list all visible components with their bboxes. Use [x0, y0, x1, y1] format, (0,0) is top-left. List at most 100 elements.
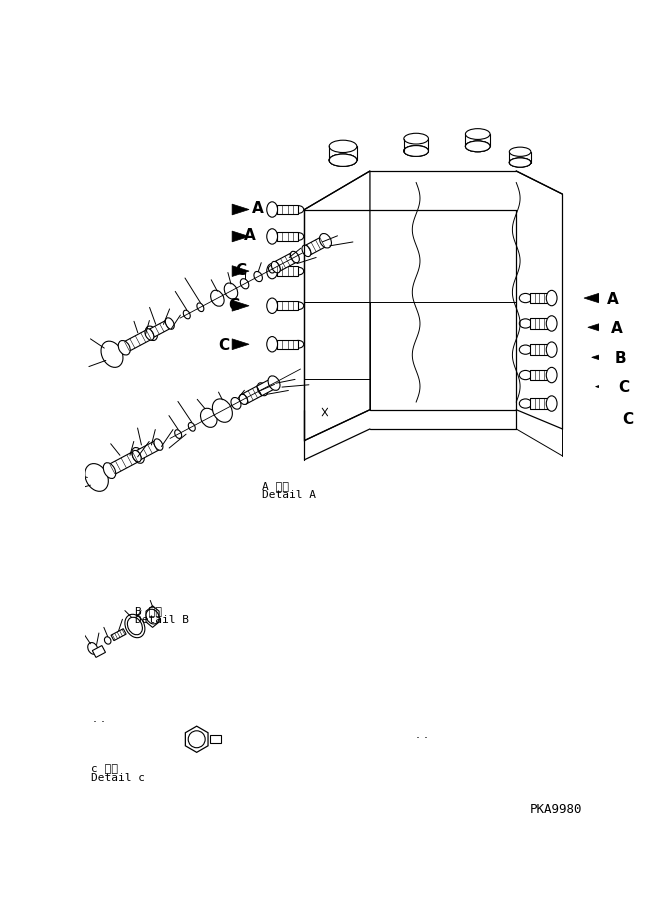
Ellipse shape: [329, 141, 357, 153]
Polygon shape: [134, 441, 161, 461]
Polygon shape: [232, 267, 249, 278]
Ellipse shape: [466, 142, 490, 153]
Ellipse shape: [293, 233, 303, 241]
Ellipse shape: [404, 146, 428, 157]
Ellipse shape: [105, 637, 111, 644]
Ellipse shape: [268, 377, 280, 391]
Ellipse shape: [127, 618, 142, 635]
Ellipse shape: [125, 615, 145, 638]
Polygon shape: [596, 381, 612, 392]
Ellipse shape: [466, 130, 490, 141]
Text: c 詳細: c 詳細: [91, 763, 118, 773]
Ellipse shape: [145, 329, 154, 341]
Text: Detail B: Detail B: [135, 615, 189, 625]
Ellipse shape: [240, 279, 249, 289]
Bar: [530, 345, 550, 356]
Bar: [530, 293, 550, 304]
Ellipse shape: [231, 398, 241, 410]
Ellipse shape: [520, 346, 532, 355]
Ellipse shape: [319, 234, 331, 249]
Ellipse shape: [224, 284, 237, 300]
Text: B: B: [615, 350, 626, 366]
Ellipse shape: [212, 400, 232, 423]
Text: A: A: [611, 321, 623, 335]
Ellipse shape: [267, 337, 277, 353]
Ellipse shape: [88, 643, 98, 654]
Ellipse shape: [254, 272, 262, 282]
Ellipse shape: [510, 159, 531, 168]
Text: . .: . .: [416, 727, 428, 740]
Polygon shape: [600, 414, 616, 425]
Ellipse shape: [510, 159, 531, 168]
Ellipse shape: [211, 291, 224, 307]
Text: PKA9980: PKA9980: [530, 802, 582, 815]
Polygon shape: [592, 353, 609, 363]
Ellipse shape: [520, 400, 532, 409]
Ellipse shape: [546, 291, 557, 306]
Ellipse shape: [267, 202, 277, 218]
Text: . .: . .: [93, 711, 105, 724]
Bar: [277, 233, 298, 242]
Ellipse shape: [267, 299, 277, 314]
Bar: [277, 206, 298, 215]
Polygon shape: [232, 205, 249, 216]
Ellipse shape: [302, 246, 311, 257]
Ellipse shape: [546, 316, 557, 332]
Ellipse shape: [188, 731, 205, 748]
Polygon shape: [273, 253, 297, 273]
Ellipse shape: [118, 341, 130, 356]
Text: C: C: [228, 298, 239, 312]
Polygon shape: [584, 293, 601, 304]
Text: A: A: [244, 228, 256, 244]
Text: C: C: [622, 412, 634, 427]
Ellipse shape: [404, 146, 428, 157]
Polygon shape: [232, 301, 249, 312]
Ellipse shape: [165, 319, 174, 330]
Polygon shape: [111, 629, 126, 641]
Ellipse shape: [188, 423, 195, 432]
Bar: [530, 399, 550, 410]
Ellipse shape: [466, 142, 490, 153]
Bar: [277, 340, 298, 349]
Ellipse shape: [175, 430, 181, 439]
Ellipse shape: [329, 155, 357, 167]
Ellipse shape: [132, 448, 144, 464]
Polygon shape: [241, 385, 265, 404]
Bar: [530, 370, 550, 381]
Ellipse shape: [132, 451, 141, 462]
Text: C: C: [219, 337, 230, 352]
Ellipse shape: [290, 252, 299, 264]
Ellipse shape: [201, 409, 217, 428]
Text: Detail A: Detail A: [262, 490, 316, 500]
Ellipse shape: [293, 207, 303, 214]
Ellipse shape: [520, 371, 532, 380]
Ellipse shape: [546, 368, 557, 383]
Polygon shape: [185, 726, 208, 753]
Polygon shape: [107, 451, 141, 476]
Text: A 詳細: A 詳細: [262, 481, 289, 491]
Ellipse shape: [145, 326, 157, 341]
Ellipse shape: [404, 134, 428, 145]
Ellipse shape: [103, 463, 115, 479]
Ellipse shape: [146, 609, 159, 624]
Ellipse shape: [293, 268, 303, 276]
Text: B 詳細: B 詳細: [135, 606, 162, 615]
Ellipse shape: [271, 262, 280, 274]
Polygon shape: [232, 339, 249, 350]
Polygon shape: [257, 379, 277, 396]
Polygon shape: [146, 607, 159, 628]
Polygon shape: [121, 329, 154, 353]
Ellipse shape: [101, 342, 123, 368]
Ellipse shape: [257, 383, 267, 396]
Bar: [210, 735, 221, 743]
Ellipse shape: [267, 230, 277, 244]
Text: A: A: [252, 201, 263, 216]
Ellipse shape: [466, 142, 490, 153]
Ellipse shape: [293, 302, 303, 311]
Ellipse shape: [154, 439, 163, 451]
Text: Detail c: Detail c: [91, 772, 145, 782]
Polygon shape: [232, 232, 249, 243]
Polygon shape: [147, 320, 172, 339]
Ellipse shape: [239, 395, 247, 405]
Text: C: C: [619, 380, 630, 394]
